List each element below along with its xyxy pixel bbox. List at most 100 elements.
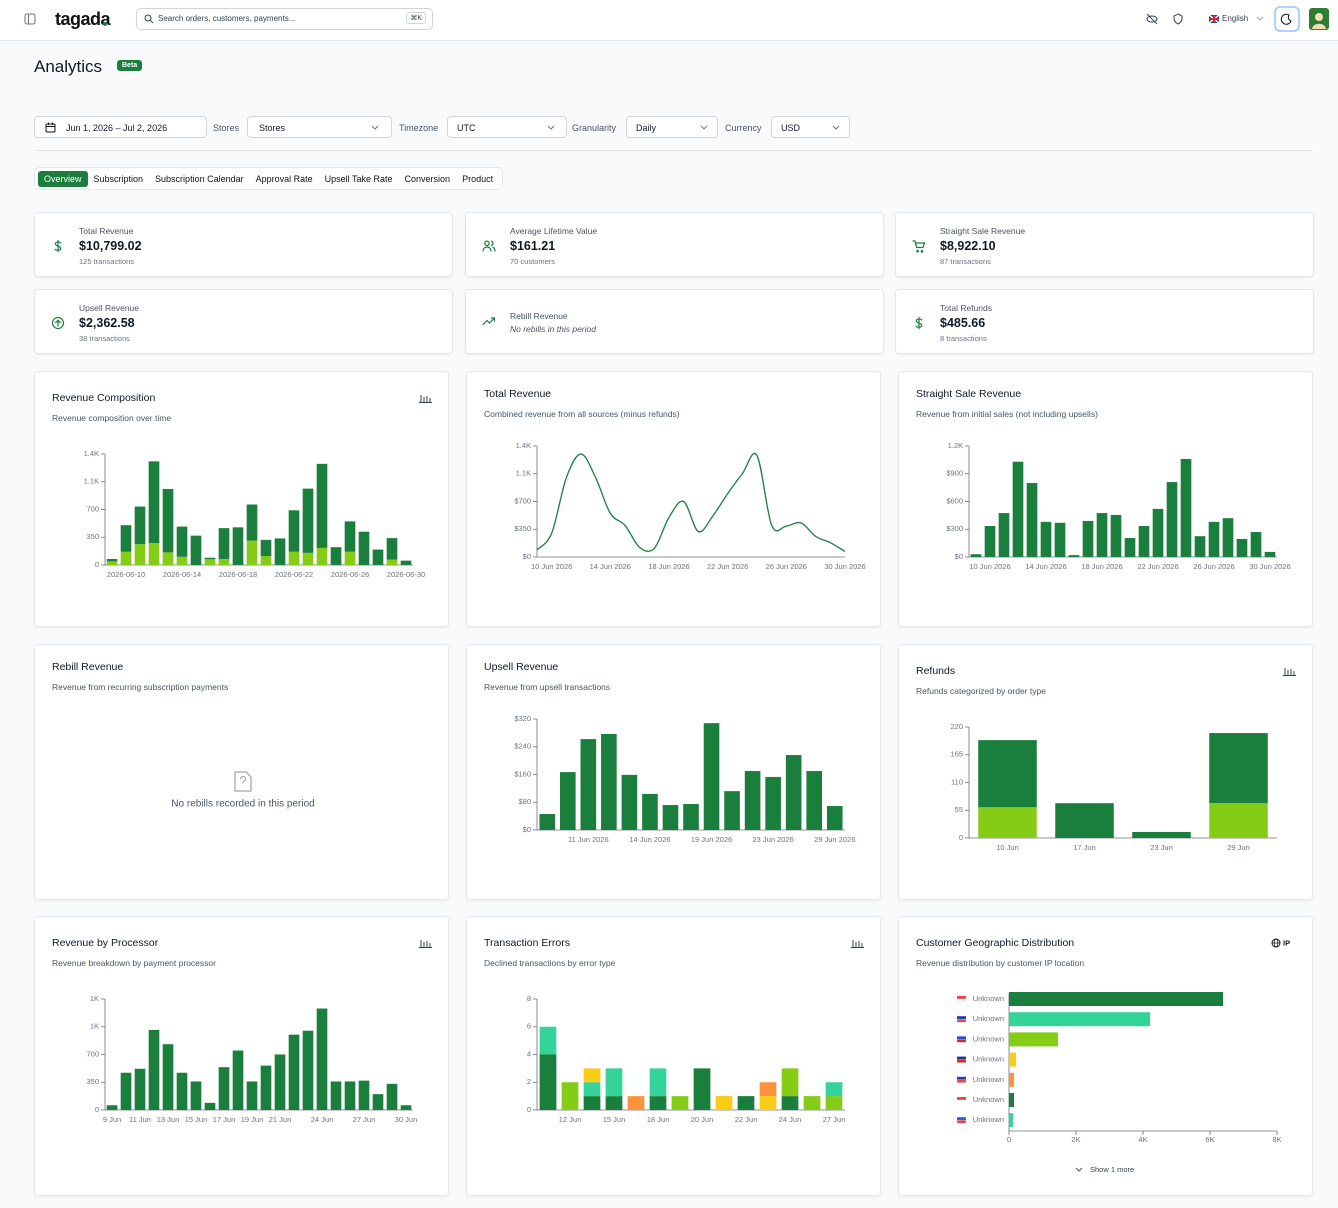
x-tick-label: 17 Jun [1073,843,1096,852]
bar-segment [302,488,314,553]
category-label: Unknown [973,1014,1004,1023]
granularity-select[interactable]: Daily [626,116,718,138]
tab[interactable]: Conversion [404,173,451,184]
y-tick-label: 700 [86,1049,99,1058]
card-title: Straight Sale Revenue [916,388,1022,400]
stat-card: Average Lifetime Value $161.21 70 customer… [465,212,884,277]
y-tick-label: $350 [514,524,531,533]
date-range: Jun 1, 2026 – Jul 2, 2026 [66,123,168,133]
x-tick-label: 18 Jun 2026 [1081,562,1122,571]
y-tick-label: $900 [946,469,963,478]
search-box[interactable]: Search orders, customers, payments... ⌘K [136,8,433,30]
chart-type-button[interactable] [851,940,864,948]
show-more[interactable]: Show 1 more [1075,1165,1134,1174]
bar [218,1067,230,1110]
theme-toggle[interactable] [1274,6,1300,32]
chart-type-button[interactable] [419,395,432,403]
bar [1054,522,1066,557]
tab[interactable]: Overview [38,170,88,187]
shield-icon[interactable] [1171,12,1185,26]
x-tick-label: 29 Jun [1227,843,1250,852]
tab[interactable]: Approval Rate [255,173,313,184]
card-title: Transaction Errors [484,937,570,949]
chart: 0 350 700 1.1K 1.4K 2026-06-10 2026-06-14 2026-… [84,395,432,579]
flag [956,1079,967,1083]
bar-segment [671,1096,689,1110]
x-tick-label: 8K [1272,1135,1281,1144]
bar [703,723,720,830]
bar-segment [288,551,300,565]
chart-type-button[interactable] [419,940,432,948]
bar-segment [316,463,328,548]
bar [148,1029,160,1110]
bar [1009,1093,1015,1107]
calendar-icon [45,122,56,133]
card-title: Rebill Revenue [52,661,124,673]
x-tick-label: 22 Jun 2026 [1137,562,1178,571]
bar [601,733,617,830]
card-subtitle: Revenue from initial sales (not includin… [916,409,1098,419]
logo[interactable]: tagada [55,9,111,29]
bar-segment [386,538,398,560]
bar [580,739,597,830]
bar [288,1034,300,1110]
bar [106,1105,118,1110]
bar-segment [759,1096,777,1110]
bar [1096,513,1108,557]
bar [683,803,699,830]
chart: 0 2 4 6 8 12 Jun 15 Jun 18 Jun 20 Jun 22 Jun 24 Ju… [527,940,864,1124]
y-tick-label: 0 [95,1105,99,1114]
stores-select[interactable]: Stores [247,116,392,138]
avatar[interactable] [1309,8,1329,30]
card-title: Revenue by Processor [52,937,159,949]
sidebar-toggle[interactable] [24,13,36,25]
tab[interactable]: Subscription Calendar [155,173,244,184]
timezone-select[interactable]: UTC [447,116,567,138]
bar-segment [288,510,300,552]
bar-segment [344,521,356,552]
flag [957,1016,966,1020]
ip-toggle[interactable]: IP [1271,938,1290,948]
bar [765,776,781,830]
y-tick-label: 8 [527,994,531,1003]
y-tick-label: 1.1K [84,477,99,486]
bar-segment [330,547,342,565]
bar [998,513,1010,557]
category-label: Unknown [973,1095,1004,1104]
filter-label: Currency [725,123,762,133]
stat-note: 125 transactions [79,257,135,266]
tab[interactable]: Subscription [93,173,144,184]
card-subtitle: Refunds categorized by order type [916,686,1046,696]
bar [1236,538,1248,557]
beta-badge: Beta [117,60,143,71]
bar [621,774,638,830]
chart-type-button[interactable] [1283,668,1296,676]
currency-select[interactable]: USD [771,116,850,138]
chart-card: IP 0 2K 4K 6K 8K Unknown Unknown Unknown Unknown U… [898,916,1313,1196]
tab[interactable]: Product [462,173,494,184]
chart: 0 55 110 165 220 10 Jun 17 Jun 23 Jun 29 Jun [950,668,1296,852]
bar-segment [218,559,230,565]
icon-path [482,240,496,252]
date-range-picker[interactable]: Jun 1, 2026 – Jul 2, 2026 [34,116,207,138]
tab[interactable]: Upsell Take Rate [324,173,393,184]
privacy-icon[interactable] [1145,12,1159,26]
icon-path [51,316,65,330]
x-tick-label: 13 Jun [157,1115,180,1124]
bar [785,755,802,830]
language-select[interactable]: English [1222,14,1249,23]
y-tick-label: $300 [946,524,963,533]
y-tick-label: 1.4K [84,449,99,458]
flag [957,996,966,999]
filter-label: Stores [213,123,240,133]
chevron [547,125,555,130]
card-title: Revenue Composition [52,392,156,404]
page-title: Analytics [34,57,103,76]
bar-segment [825,1082,843,1097]
card-subtitle: Combined revenue from all sources (minus… [484,409,680,419]
x-tick-label: 15 Jun [185,1115,208,1124]
select-value: Stores [259,123,286,133]
show-more-label: Show 1 more [1090,1165,1134,1174]
flag [956,1019,967,1023]
icon-path [915,316,923,330]
